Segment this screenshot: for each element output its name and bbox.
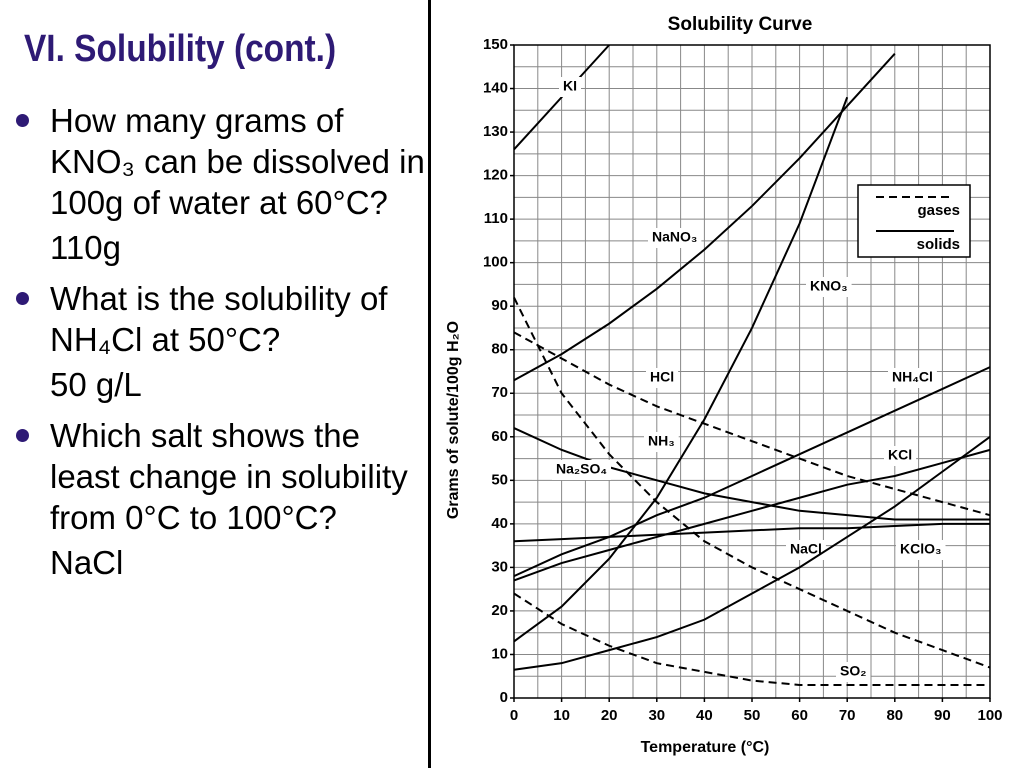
label-background bbox=[786, 540, 826, 560]
series-label: KI bbox=[563, 78, 577, 94]
legend-label: solids bbox=[917, 236, 960, 253]
series-line bbox=[513, 592, 990, 686]
series-label: Na₂SO₄ bbox=[556, 461, 607, 477]
label-background bbox=[552, 460, 612, 480]
y-tick-label: 90 bbox=[491, 297, 508, 314]
series-label: SO₂ bbox=[840, 663, 866, 679]
y-tick-label: 40 bbox=[491, 515, 508, 532]
series-label: NH₄Cl bbox=[892, 369, 933, 385]
bullet-item: What is the solubility of NH₄Cl at 50°C? bbox=[14, 278, 426, 360]
bullet-dot bbox=[16, 114, 29, 127]
x-tick-label: 100 bbox=[977, 707, 1002, 724]
question: What is the solubility of NH₄Cl at 50°C? bbox=[50, 280, 388, 358]
series-label: NaNO₃ bbox=[652, 229, 697, 245]
label-background bbox=[836, 662, 871, 682]
series-line bbox=[513, 96, 849, 643]
label-background bbox=[648, 228, 702, 248]
x-tick-label: 80 bbox=[886, 707, 903, 724]
x-tick-label: 40 bbox=[696, 707, 713, 724]
series-line bbox=[513, 44, 610, 151]
bullet-item: How many grams of KNO₃ can be dissolved … bbox=[14, 100, 426, 223]
y-tick-label: 0 bbox=[500, 689, 508, 706]
y-tick-label: 70 bbox=[491, 384, 508, 401]
y-tick-label: 120 bbox=[483, 167, 508, 184]
chart-title: Solubility Curve bbox=[668, 14, 813, 35]
divider bbox=[428, 0, 431, 768]
slide-title: VI. Solubility (cont.) bbox=[24, 28, 337, 70]
series-label: KCl bbox=[888, 447, 912, 463]
answer: 110g bbox=[50, 229, 121, 266]
plot-frame bbox=[513, 44, 991, 699]
label-background bbox=[888, 368, 937, 388]
answer: NaCl bbox=[50, 544, 124, 581]
series-line bbox=[513, 522, 990, 543]
x-tick-label: 30 bbox=[648, 707, 665, 724]
series-line bbox=[513, 297, 991, 669]
series-line bbox=[513, 435, 991, 671]
series-label: NH₃ bbox=[648, 433, 675, 449]
y-tick-label: 80 bbox=[491, 341, 508, 358]
series-label: NaCl bbox=[790, 541, 822, 557]
y-tick-label: 140 bbox=[483, 80, 508, 97]
bullet-item: Which salt shows the least change in sol… bbox=[14, 415, 426, 538]
x-tick-label: 0 bbox=[510, 707, 518, 724]
series-line bbox=[513, 53, 896, 382]
bullet-list: How many grams of KNO₃ can be dissolved … bbox=[14, 100, 426, 593]
series-label: KNO₃ bbox=[810, 278, 848, 294]
y-tick-label: 20 bbox=[491, 602, 508, 619]
y-tick-label: 100 bbox=[483, 254, 508, 271]
x-tick-label: 20 bbox=[601, 707, 618, 724]
series-line bbox=[513, 331, 991, 517]
label-background bbox=[806, 277, 852, 297]
answer: 50 g/L bbox=[50, 366, 142, 403]
y-tick-label: 60 bbox=[491, 428, 508, 445]
y-tick-label: 150 bbox=[483, 36, 508, 53]
series-line bbox=[513, 366, 991, 578]
y-tick-label: 30 bbox=[491, 558, 508, 575]
label-background bbox=[646, 368, 679, 388]
x-tick-label: 50 bbox=[744, 707, 761, 724]
label-background bbox=[884, 446, 917, 466]
y-tick-label: 110 bbox=[484, 210, 508, 227]
label-background bbox=[644, 432, 679, 452]
x-tick-label: 90 bbox=[934, 707, 951, 724]
y-tick-label: 130 bbox=[483, 123, 508, 140]
y-tick-label: 10 bbox=[491, 645, 508, 662]
series-label: HCl bbox=[650, 369, 674, 385]
x-axis-label: Temperature (°C) bbox=[641, 739, 770, 756]
x-tick-label: 60 bbox=[791, 707, 808, 724]
x-tick-label: 70 bbox=[839, 707, 856, 724]
y-axis-label: Grams of solute/100g H₂O bbox=[445, 321, 462, 519]
question: Which salt shows the least change in sol… bbox=[50, 417, 408, 536]
series-label: KClO₃ bbox=[900, 541, 941, 557]
bullet-dot bbox=[16, 429, 29, 442]
y-tick-label: 50 bbox=[491, 471, 508, 488]
question: How many grams of KNO₃ can be dissolved … bbox=[50, 102, 425, 221]
bullet-dot bbox=[16, 292, 29, 305]
label-background bbox=[559, 77, 581, 97]
series-line bbox=[513, 448, 991, 582]
legend-label: gases bbox=[917, 202, 960, 219]
label-background bbox=[896, 540, 946, 560]
x-tick-label: 10 bbox=[553, 707, 570, 724]
